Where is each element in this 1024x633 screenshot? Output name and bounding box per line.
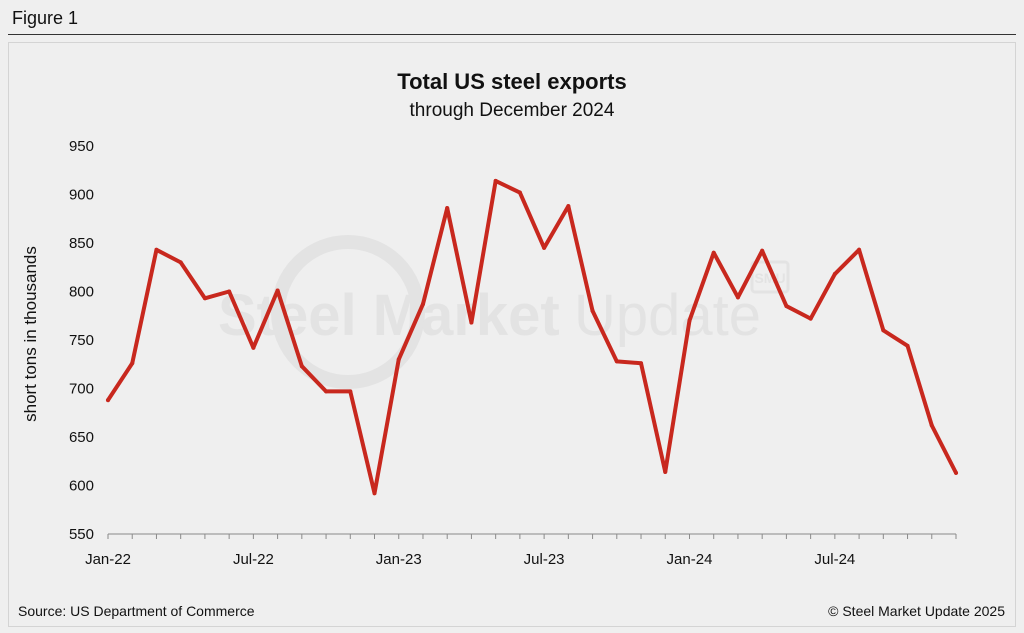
series-points <box>106 178 958 496</box>
x-axis-ticks: Jan-22 Jul-22 Jan-23 Jul-23 Jan-24 Jul-24 <box>85 551 855 568</box>
data-point <box>251 345 256 350</box>
data-point <box>106 398 110 403</box>
y-tick-label: 700 <box>69 381 94 398</box>
y-tick-label: 650 <box>69 429 94 446</box>
data-point <box>784 304 789 309</box>
copyright-note: © Steel Market Update 2025 <box>828 603 1005 619</box>
watermark-text-bold: Steel Market <box>218 283 560 348</box>
data-point <box>396 357 401 362</box>
x-tick-label: Jul-22 <box>233 551 274 568</box>
data-point <box>542 245 547 250</box>
data-point <box>275 288 280 293</box>
y-tick-label: 600 <box>69 478 94 495</box>
watermark-logo-box <box>750 260 790 294</box>
data-point <box>929 423 934 428</box>
data-point <box>687 318 692 323</box>
data-point <box>881 328 886 333</box>
data-point <box>202 296 207 301</box>
x-tick-label: Jan-23 <box>376 551 422 568</box>
data-point <box>372 491 377 496</box>
data-point <box>154 247 159 252</box>
data-point <box>566 204 571 209</box>
y-tick-label: 850 <box>69 235 94 252</box>
data-point <box>299 364 304 369</box>
data-point <box>517 190 522 195</box>
watermark: Steel Market Update SMU <box>218 235 790 389</box>
y-tick-label: 950 <box>69 138 94 155</box>
data-point <box>808 316 813 321</box>
x-axis-minor-ticks <box>107 534 957 539</box>
source-note: Source: US Department of Commerce <box>18 603 255 619</box>
x-tick-label: Jul-23 <box>524 551 565 568</box>
chart-panel <box>8 42 1016 627</box>
figure-divider <box>8 34 1016 35</box>
data-point <box>663 469 668 474</box>
data-point <box>760 248 765 253</box>
y-axis-ticks: 550 600 650 700 750 800 850 900 950 <box>69 138 94 543</box>
data-point <box>905 343 910 348</box>
data-point <box>348 389 353 394</box>
watermark-text-light: Update <box>574 283 761 348</box>
x-tick-label: Jul-24 <box>814 551 855 568</box>
data-point <box>420 302 425 307</box>
y-tick-label: 750 <box>69 332 94 349</box>
data-point <box>711 250 716 255</box>
data-point <box>130 361 135 366</box>
x-tick-label: Jan-24 <box>667 551 713 568</box>
y-tick-label: 900 <box>69 187 94 204</box>
data-point <box>614 359 619 364</box>
data-point <box>857 247 862 252</box>
y-tick-label: 800 <box>69 284 94 301</box>
data-point <box>954 470 958 475</box>
series-line <box>106 178 958 496</box>
chart-subtitle: through December 2024 <box>410 100 615 121</box>
data-point <box>227 289 232 294</box>
data-point <box>590 308 595 313</box>
x-tick-label: Jan-22 <box>85 551 131 568</box>
data-point <box>639 361 644 366</box>
chart-title: Total US steel exports <box>397 69 626 94</box>
figure-label: Figure 1 <box>12 8 79 28</box>
data-point <box>178 260 183 265</box>
data-point <box>324 389 329 394</box>
data-point <box>469 320 474 325</box>
data-point <box>445 206 450 211</box>
data-point <box>832 272 837 277</box>
y-axis-label: short tons in thousands <box>21 246 40 422</box>
data-point <box>493 178 498 183</box>
y-tick-label: 550 <box>69 526 94 543</box>
data-point <box>735 295 740 300</box>
